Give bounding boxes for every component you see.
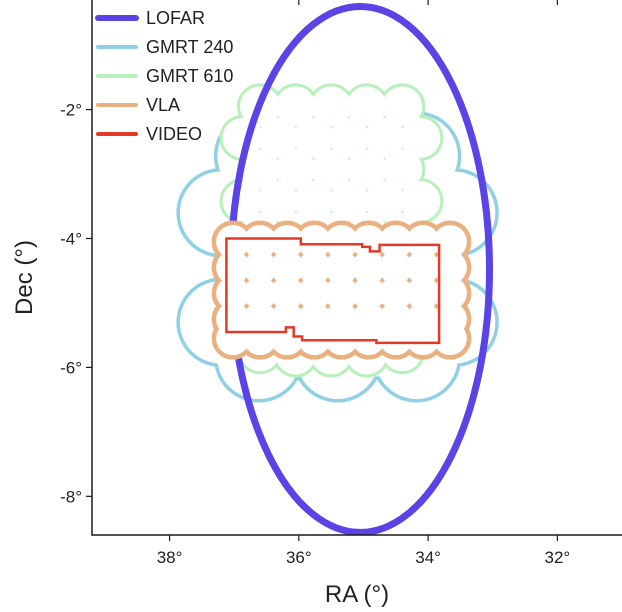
legend-label: LOFAR xyxy=(146,8,205,28)
series-vla-outline xyxy=(211,220,472,360)
series-vla-pointing-fill xyxy=(351,224,386,259)
series-layer xyxy=(176,3,499,535)
series-vla-pointing-fill xyxy=(324,224,359,259)
series-vla-pointing-fill xyxy=(378,276,413,311)
x-tick-label: 38° xyxy=(157,548,183,567)
series-gmrt-610-pointing-fill xyxy=(364,181,405,222)
legend-item-video: VIDEO xyxy=(96,124,202,144)
series-vla-pointing-fill xyxy=(324,321,359,356)
series-vla-pointing-fill xyxy=(433,321,467,356)
series-vla-pointing-fill xyxy=(406,276,440,311)
series-gmrt-610-pointing-fill xyxy=(275,86,316,127)
series-vla-pointing-fill xyxy=(433,250,467,285)
series-vla-pointing-fill xyxy=(270,276,304,311)
series-gmrt-610-pointing-fill xyxy=(275,149,316,190)
series-vla-pointing-fill xyxy=(378,224,413,259)
series-vla-pointing-fill xyxy=(378,250,413,285)
series-gmrt-610-pointing-fill xyxy=(382,86,423,127)
series-vla-pointing-fill xyxy=(270,224,304,259)
legend-label: GMRT 240 xyxy=(146,37,233,57)
series-gmrt-610-pointing-fill xyxy=(311,86,352,127)
y-tick-label: -6° xyxy=(60,358,82,377)
series-vla-pointing-fill xyxy=(406,224,440,259)
series-gmrt-610-pointing-fill xyxy=(346,86,387,127)
axis-layer: 38° 36° 34° 32° -2° -4° -6° -8° xyxy=(60,0,570,567)
series-vla-pointing-fill xyxy=(406,250,440,285)
series-vla-pointing-fill xyxy=(270,250,304,285)
series-gmrt-610-pointing-fill xyxy=(400,117,441,158)
series-vla-pointing-fill xyxy=(243,321,277,356)
legend-item-vla: VLA xyxy=(96,95,180,115)
series-vla-pointing-fill xyxy=(433,276,467,311)
series-vla-pointing-fill xyxy=(351,321,386,356)
series-vla-pointing-fill xyxy=(297,224,332,259)
legend-item-lofar: LOFAR xyxy=(95,8,205,28)
series-gmrt-610-pointing-fill xyxy=(346,149,387,190)
series-vla-pointing-fill xyxy=(270,321,304,356)
series-vla-pointing-fill xyxy=(297,321,332,356)
series-gmrt-610-pointing-fill xyxy=(293,181,334,222)
series-gmrt-610-pointing-fill xyxy=(329,117,370,158)
series-video-outline xyxy=(225,237,441,345)
legend-item-gmrt-240: GMRT 240 xyxy=(96,37,233,57)
series-gmrt-610-pointing-fill xyxy=(329,181,370,222)
series-gmrt-610-pointing-fill xyxy=(240,149,281,190)
series-gmrt-610-pointing-fill xyxy=(293,117,334,158)
series-vla-pointing-fill xyxy=(243,250,277,285)
series-gmrt-610-pointing-fill xyxy=(258,117,299,158)
series-vla-pointing-fill xyxy=(297,250,332,285)
series-video xyxy=(225,237,441,345)
legend-item-gmrt-610: GMRT 610 xyxy=(96,66,233,86)
series-vla-pointing-fill xyxy=(243,276,277,311)
series-vla-pointing-fill xyxy=(433,224,467,259)
legend-label: VLA xyxy=(146,95,180,115)
y-axis-label: Dec (°) xyxy=(11,240,38,315)
series-vla-pointing-fill xyxy=(324,250,359,285)
series-vla-pointing-fill xyxy=(216,250,250,285)
series-vla-pointing-fill xyxy=(406,321,440,356)
series-vla-pointing-fill xyxy=(297,276,332,311)
series-vla-pointing-fill xyxy=(378,321,413,356)
x-tick-label: 32° xyxy=(545,548,571,567)
legend: LOFAR GMRT 240 GMRT 610 VLA VIDEO xyxy=(95,8,233,144)
series-gmrt-610-pointing-fill xyxy=(258,181,299,222)
series-gmrt-610-pointing-fill xyxy=(400,181,441,222)
legend-label: GMRT 610 xyxy=(146,66,233,86)
series-vla xyxy=(211,220,472,360)
series-vla-pointing-fill xyxy=(243,224,277,259)
x-axis-label: RA (°) xyxy=(325,581,389,608)
series-vla-pointing-fill xyxy=(216,321,250,356)
x-tick-label: 36° xyxy=(286,548,312,567)
series-vla-pointing-fill xyxy=(216,276,250,311)
y-tick-label: -8° xyxy=(60,487,82,506)
legend-label: VIDEO xyxy=(146,124,202,144)
plot-frame xyxy=(91,0,622,536)
series-gmrt-610-pointing-fill xyxy=(364,117,405,158)
series-vla-pointing-fill xyxy=(351,276,386,311)
y-tick-label: -4° xyxy=(60,229,82,248)
series-vla-pointing-fill xyxy=(324,276,359,311)
series-vla-pointing-fill xyxy=(216,224,250,259)
series-gmrt-610-pointing-fill xyxy=(311,149,352,190)
y-tick-label: -2° xyxy=(60,101,82,120)
x-tick-label: 34° xyxy=(415,548,441,567)
series-vla-pointing-fill xyxy=(351,250,386,285)
series-gmrt-610-pointing-fill xyxy=(382,149,423,190)
